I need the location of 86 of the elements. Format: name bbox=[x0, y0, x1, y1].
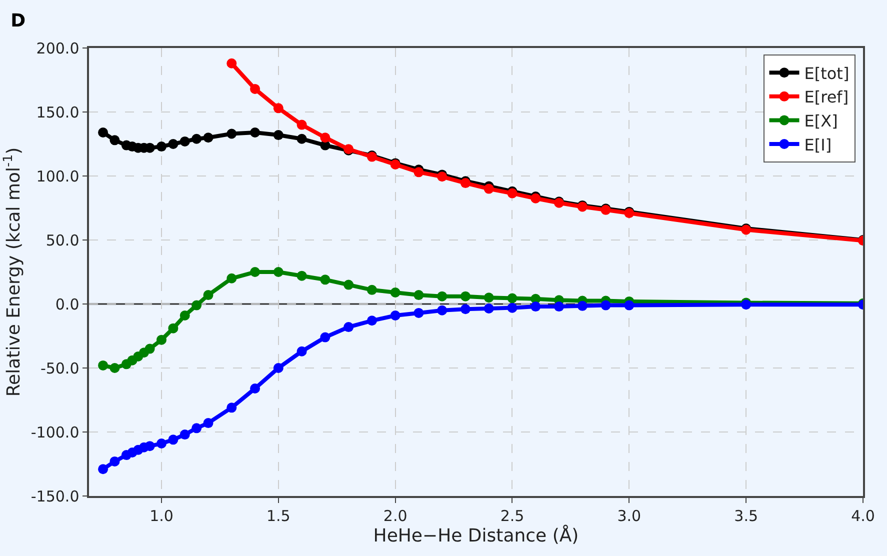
legend-label: E[ref] bbox=[804, 88, 849, 107]
point bbox=[250, 267, 260, 277]
point bbox=[296, 270, 307, 281]
point bbox=[180, 430, 190, 440]
point bbox=[296, 134, 307, 144]
point bbox=[273, 363, 284, 373]
chart-title: D bbox=[10, 10, 26, 32]
point bbox=[624, 300, 634, 310]
x-tick-label: 2.5 bbox=[500, 506, 524, 525]
y-tick-label: 200.0 bbox=[36, 39, 80, 58]
point bbox=[180, 310, 190, 321]
point bbox=[98, 127, 108, 138]
point bbox=[507, 293, 518, 304]
x-tick-label: 3.0 bbox=[617, 506, 642, 525]
point bbox=[530, 302, 541, 312]
point bbox=[273, 103, 284, 114]
point bbox=[577, 300, 588, 311]
point bbox=[273, 267, 284, 277]
point bbox=[226, 273, 237, 284]
point bbox=[484, 303, 494, 314]
point bbox=[437, 291, 448, 302]
point bbox=[168, 434, 178, 445]
point bbox=[273, 130, 284, 140]
point bbox=[226, 402, 237, 413]
point bbox=[437, 305, 448, 316]
x-tick-label: 1.5 bbox=[266, 506, 290, 525]
x-tick-label: 1.0 bbox=[150, 506, 174, 525]
point bbox=[110, 135, 120, 146]
point bbox=[226, 58, 237, 68]
point bbox=[320, 274, 330, 285]
point bbox=[320, 132, 330, 143]
x-tick-label: 3.5 bbox=[734, 506, 758, 525]
point bbox=[296, 120, 307, 130]
point bbox=[484, 292, 494, 303]
point bbox=[250, 383, 260, 394]
legend-label: E[X] bbox=[804, 111, 838, 130]
point bbox=[203, 132, 214, 143]
legend-label: E[I] bbox=[804, 135, 832, 154]
point bbox=[507, 302, 518, 313]
point bbox=[168, 139, 178, 149]
y-tick-label: -100.0 bbox=[30, 423, 80, 442]
point bbox=[168, 323, 178, 334]
point bbox=[414, 167, 424, 178]
point bbox=[390, 287, 400, 298]
point bbox=[192, 423, 202, 434]
y-tick-label: 50.0 bbox=[46, 231, 80, 250]
point bbox=[156, 334, 166, 345]
point bbox=[110, 363, 120, 373]
point bbox=[414, 308, 424, 318]
point bbox=[344, 322, 354, 332]
point bbox=[250, 84, 260, 94]
point bbox=[144, 441, 155, 452]
y-tick-label: 100.0 bbox=[36, 167, 80, 186]
y-tick-label: 0.0 bbox=[55, 295, 80, 314]
point bbox=[110, 456, 120, 466]
point bbox=[414, 290, 424, 300]
legend-label: E[tot] bbox=[804, 64, 850, 83]
point bbox=[484, 184, 494, 194]
point bbox=[366, 284, 377, 295]
y-tick-label: -50.0 bbox=[40, 359, 80, 378]
point bbox=[320, 332, 330, 342]
point bbox=[98, 464, 108, 474]
point bbox=[554, 302, 564, 312]
x-tick-label: 4.0 bbox=[851, 506, 875, 525]
point bbox=[203, 418, 214, 428]
point bbox=[98, 360, 108, 370]
point bbox=[344, 280, 354, 290]
x-tick-label: 2.0 bbox=[383, 506, 408, 525]
point bbox=[192, 134, 202, 144]
point bbox=[296, 346, 307, 356]
x-axis-title: HeHe−He Distance (Å) bbox=[373, 524, 579, 547]
y-tick-label: 150.0 bbox=[36, 103, 80, 122]
point bbox=[226, 128, 237, 139]
point bbox=[460, 291, 470, 302]
point bbox=[180, 136, 190, 146]
point bbox=[600, 300, 611, 310]
y-tick-label: -150.0 bbox=[30, 487, 80, 506]
point bbox=[390, 310, 400, 321]
point bbox=[192, 300, 202, 310]
point bbox=[460, 304, 470, 314]
point bbox=[250, 127, 260, 138]
point bbox=[203, 290, 214, 300]
point bbox=[144, 344, 155, 354]
point bbox=[156, 438, 166, 449]
point bbox=[366, 316, 377, 326]
point bbox=[156, 142, 166, 152]
